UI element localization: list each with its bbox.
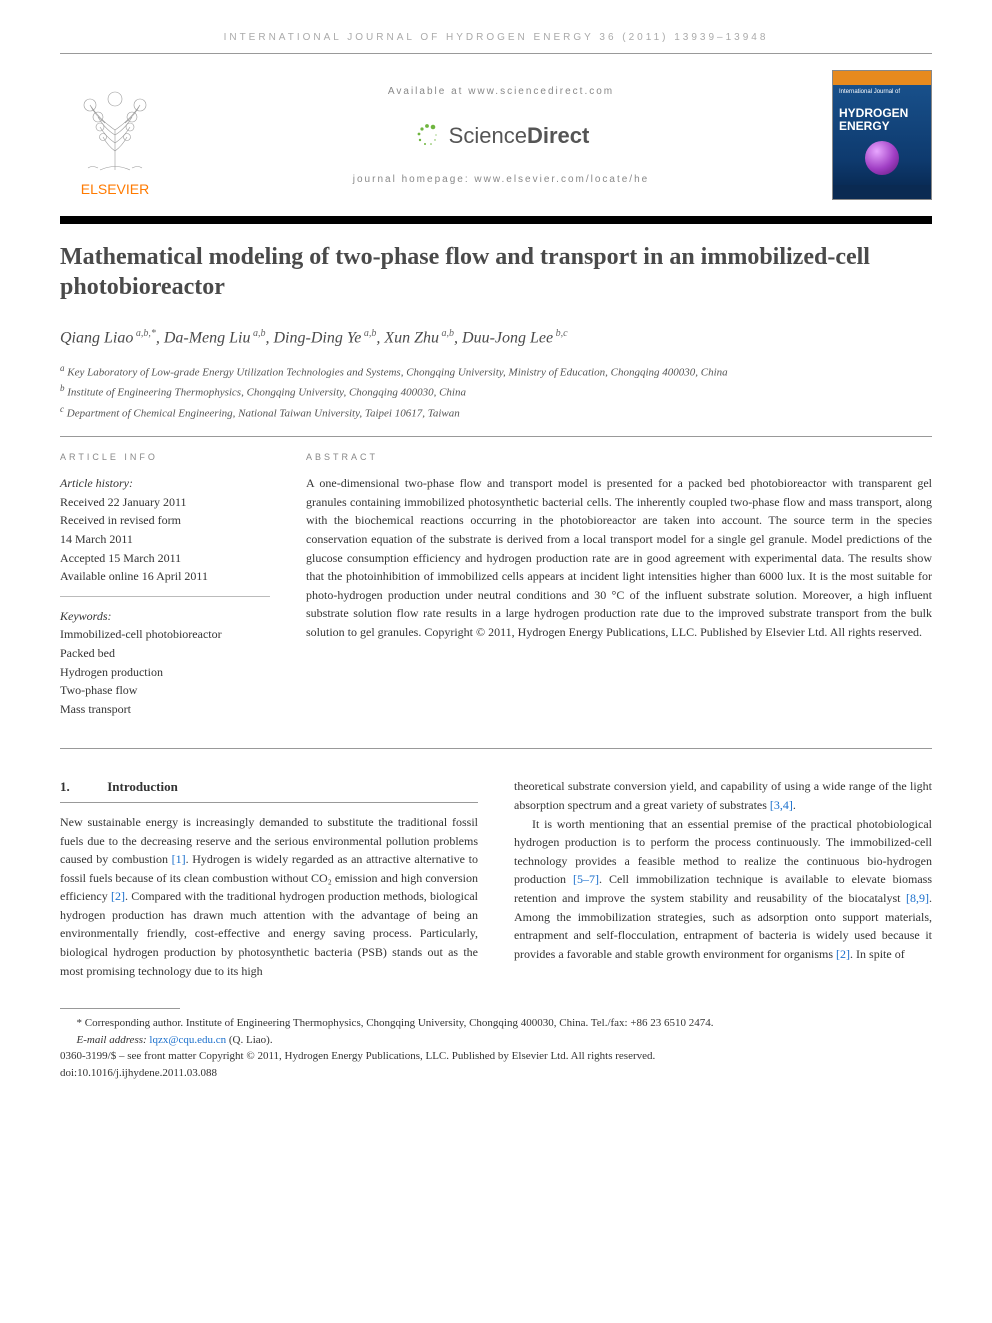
intro-text-col2: theoretical substrate conversion yield, … [514, 777, 932, 963]
keywords-block: Keywords: Immobilized-cell photobioreact… [60, 607, 270, 719]
revised-date-l1: Received in revised form [60, 511, 270, 530]
cover-subtitle: International Journal of [839, 89, 900, 96]
article-info-column: ARTICLE INFO Article history: Received 2… [60, 451, 270, 719]
intro-para-cont: theoretical substrate conversion yield, … [514, 777, 932, 814]
history-label: Article history: [60, 474, 270, 493]
keyword-item: Packed bed [60, 644, 270, 663]
intro-para-1: New sustainable energy is increasingly d… [60, 813, 478, 980]
sciencedirect-logo: ScienceDirect [413, 119, 590, 152]
footnote-rule [60, 1008, 180, 1009]
abstract-copyright: Copyright © 2011, Hydrogen Energy Public… [424, 625, 922, 639]
affiliation-b-text: Institute of Engineering Thermophysics, … [67, 387, 466, 399]
email-address[interactable]: lqzx@cqu.edu.cn [149, 1034, 226, 1046]
abstract-body: A one-dimensional two-phase flow and tra… [306, 476, 932, 639]
affiliation-c: c Department of Chemical Engineering, Na… [60, 403, 932, 422]
journal-cover-thumbnail: International Journal of HYDROGEN ENERGY [832, 70, 932, 200]
body-column-right: theoretical substrate conversion yield, … [514, 777, 932, 980]
email-label: E-mail address: [77, 1034, 147, 1046]
abstract-text: A one-dimensional two-phase flow and tra… [306, 474, 932, 641]
elsevier-label: ELSEVIER [81, 179, 149, 200]
affiliation-b: b Institute of Engineering Thermophysics… [60, 382, 932, 401]
keyword-item: Immobilized-cell photobioreactor [60, 625, 270, 644]
sd-light: Science [449, 123, 527, 148]
intro-heading: 1. Introduction [60, 777, 478, 803]
affiliation-a: a Key Laboratory of Low-grade Energy Uti… [60, 362, 932, 381]
accepted-date: Accepted 15 March 2011 [60, 549, 270, 568]
elsevier-tree-icon [70, 75, 160, 175]
running-header: INTERNATIONAL JOURNAL OF HYDROGEN ENERGY… [60, 30, 932, 45]
authors-line: Qiang Liao a,b,*, Da-Meng Liu a,b, Ding-… [60, 326, 932, 350]
affiliation-a-text: Key Laboratory of Low-grade Energy Utili… [67, 367, 727, 379]
available-at-text: Available at www.sciencedirect.com [388, 84, 614, 99]
intro-text-col1: New sustainable energy is increasingly d… [60, 813, 478, 980]
sd-bold: Direct [527, 123, 589, 148]
cover-top-bar [833, 71, 931, 85]
sciencedirect-text: ScienceDirect [449, 119, 590, 152]
received-date: Received 22 January 2011 [60, 493, 270, 512]
online-date: Available online 16 April 2011 [60, 567, 270, 586]
masthead-center: Available at www.sciencedirect.com Scien… [186, 70, 816, 200]
article-history-block: Article history: Received 22 January 201… [60, 474, 270, 586]
elsevier-logo-block: ELSEVIER [60, 70, 170, 200]
sciencedirect-swirl-icon [413, 121, 441, 149]
keyword-item: Mass transport [60, 700, 270, 719]
cover-title-line2: ENERGY [839, 120, 908, 133]
masthead: ELSEVIER Available at www.sciencedirect.… [60, 70, 932, 200]
body-columns: 1. Introduction New sustainable energy i… [60, 777, 932, 980]
divider-below-abstract [60, 748, 932, 749]
intro-number: 1. [60, 777, 104, 797]
keyword-item: Two-phase flow [60, 681, 270, 700]
cover-orb-graphic [865, 141, 899, 175]
article-info-heading: ARTICLE INFO [60, 451, 270, 465]
abstract-column: ABSTRACT A one-dimensional two-phase flo… [306, 451, 932, 719]
intro-title: Introduction [107, 779, 178, 794]
page-root: INTERNATIONAL JOURNAL OF HYDROGEN ENERGY… [0, 0, 992, 1121]
footnotes: * Corresponding author. Institute of Eng… [60, 1015, 932, 1081]
body-column-left: 1. Introduction New sustainable energy i… [60, 777, 478, 980]
abstract-heading: ABSTRACT [306, 451, 932, 465]
affiliation-c-text: Department of Chemical Engineering, Nati… [67, 407, 460, 419]
journal-homepage-text: journal homepage: www.elsevier.com/locat… [353, 172, 649, 187]
intro-para-2: It is worth mentioning that an essential… [514, 815, 932, 964]
corresponding-author: * Corresponding author. Institute of Eng… [60, 1015, 932, 1032]
article-title: Mathematical modeling of two-phase flow … [60, 242, 932, 302]
issn-line: 0360-3199/$ – see front matter Copyright… [60, 1048, 932, 1065]
title-bar [60, 216, 932, 224]
divider-above-abstract [60, 436, 932, 437]
info-rule [60, 596, 270, 597]
email-line: E-mail address: lqzx@cqu.edu.cn (Q. Liao… [60, 1032, 932, 1049]
cover-footer-bar [833, 185, 931, 199]
top-rule [60, 53, 932, 54]
revised-date-l2: 14 March 2011 [60, 530, 270, 549]
affiliations: a Key Laboratory of Low-grade Energy Uti… [60, 362, 932, 421]
cover-title: HYDROGEN ENERGY [839, 107, 908, 133]
email-name: (Q. Liao). [229, 1034, 273, 1046]
info-abstract-row: ARTICLE INFO Article history: Received 2… [60, 451, 932, 719]
keywords-label: Keywords: [60, 607, 270, 626]
doi-line: doi:10.1016/j.ijhydene.2011.03.088 [60, 1065, 932, 1082]
keyword-item: Hydrogen production [60, 663, 270, 682]
